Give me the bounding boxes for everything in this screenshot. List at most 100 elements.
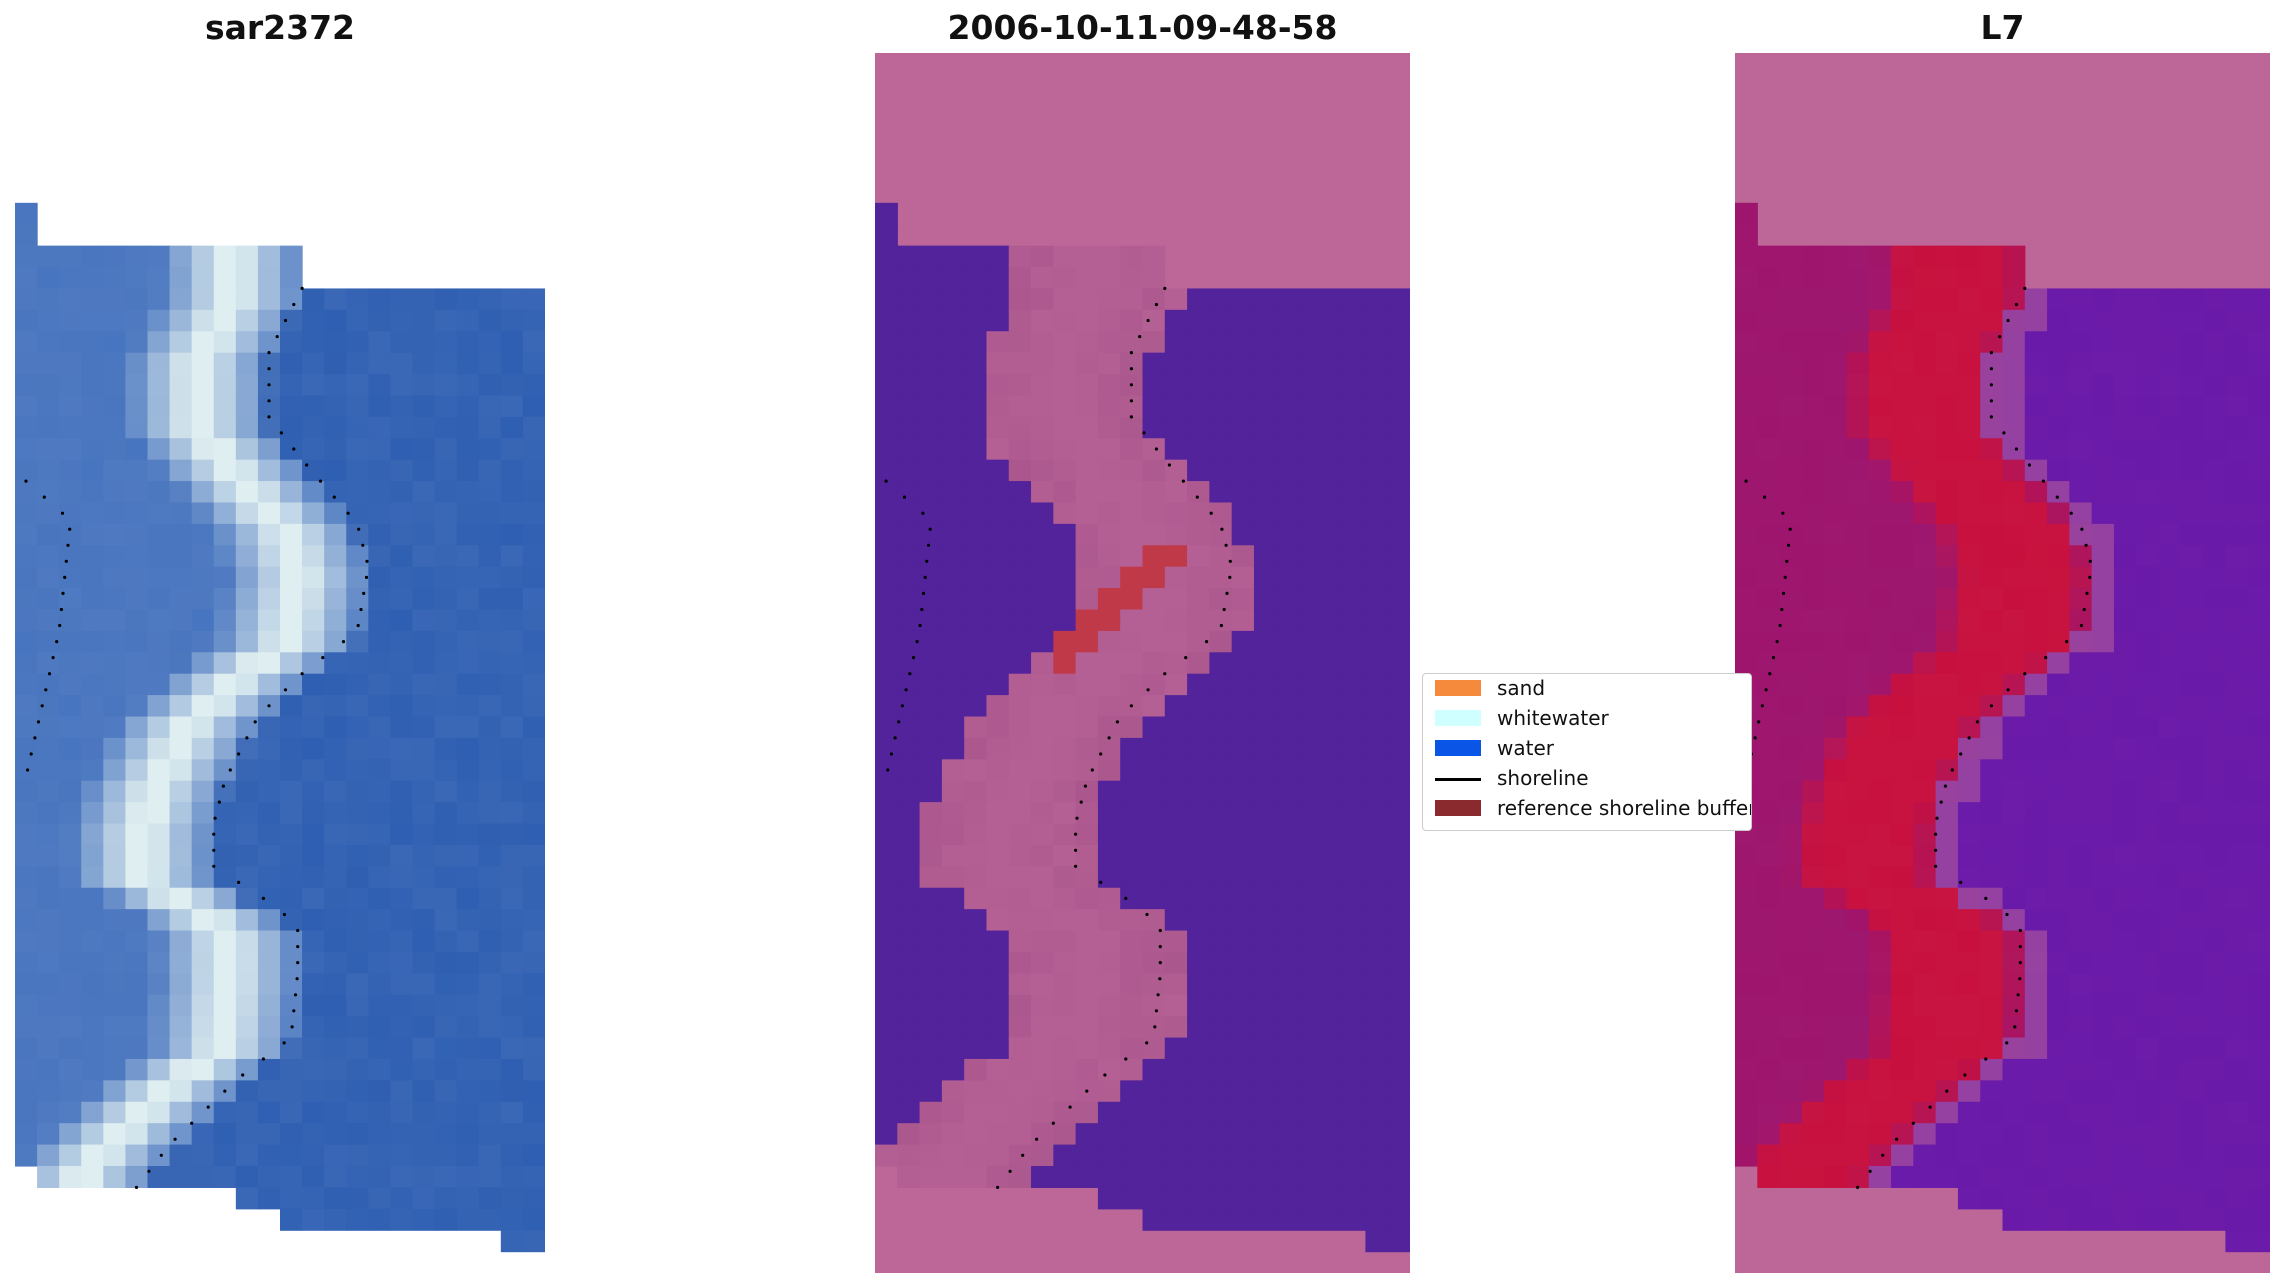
image-pixel [2024, 1101, 2048, 1124]
image-pixel [1935, 609, 1959, 632]
shoreline-point [1083, 784, 1087, 788]
image-pixel [897, 588, 921, 611]
image-pixel [1824, 1165, 1848, 1188]
image-pixel [897, 887, 921, 910]
image-pixel [1008, 887, 1032, 910]
image-pixel [15, 331, 38, 354]
image-pixel [125, 459, 149, 482]
image-pixel [1913, 566, 1937, 589]
image-pixel [191, 1144, 215, 1167]
image-pixel [456, 1016, 480, 1039]
image-pixel [897, 523, 921, 546]
image-pixel [125, 1016, 149, 1039]
image-pixel [1053, 395, 1077, 418]
image-pixel [2069, 1187, 2093, 1210]
image-pixel [235, 802, 259, 825]
image-pixel [919, 1123, 943, 1146]
image-pixel [1231, 866, 1255, 889]
image-pixel [2180, 1208, 2204, 1231]
image-pixel [302, 1080, 325, 1103]
image-pixel [280, 481, 303, 504]
image-pixel [1031, 1016, 1054, 1039]
image-pixel [412, 802, 436, 825]
image-pixel [1891, 1058, 1914, 1081]
image-pixel [875, 1016, 898, 1039]
image-pixel [324, 909, 347, 932]
image-pixel [412, 930, 436, 953]
image-pixel [280, 973, 303, 996]
image-pixel [964, 588, 988, 611]
image-pixel [235, 1123, 259, 1146]
image-pixel [1779, 973, 1803, 996]
image-pixel [1276, 438, 1300, 461]
image-pixel [1008, 459, 1032, 482]
image-pixel [1209, 930, 1233, 953]
image-pixel [2180, 1144, 2204, 1167]
image-pixel [1913, 245, 1937, 268]
image-pixel [37, 909, 60, 932]
image-pixel [1387, 481, 1410, 504]
image-pixel [456, 588, 480, 611]
image-pixel [2158, 609, 2182, 632]
image-pixel [257, 823, 281, 846]
image-pixel [324, 887, 347, 910]
image-pixel [2203, 1058, 2227, 1081]
image-pixel [897, 737, 921, 760]
image-pixel [169, 267, 193, 290]
image-pixel [456, 309, 480, 332]
image-pixel [169, 673, 193, 696]
image-pixel [434, 481, 458, 504]
image-pixel [478, 716, 502, 739]
image-pixel [2069, 352, 2093, 375]
image-pixel [37, 502, 60, 525]
image-pixel [1120, 395, 1144, 418]
image-pixel [1187, 523, 1210, 546]
image-pixel [2203, 1016, 2227, 1039]
image-pixel [213, 245, 237, 268]
image-pixel [500, 1165, 524, 1188]
image-pixel [103, 737, 127, 760]
shoreline-point [2088, 559, 2092, 563]
image-pixel [1779, 416, 1803, 439]
image-pixel [412, 1101, 436, 1124]
image-pixel [1209, 545, 1233, 568]
image-pixel [1913, 716, 1937, 739]
image-pixel [1343, 930, 1367, 953]
image-pixel [897, 673, 921, 696]
image-pixel [1097, 588, 1121, 611]
image-pixel [1757, 823, 1781, 846]
image-pixel [1365, 459, 1389, 482]
image-pixel [456, 737, 480, 760]
image-pixel [1779, 780, 1803, 803]
shoreline-point [55, 640, 59, 644]
shoreline-point [296, 961, 300, 965]
shoreline-point [902, 495, 907, 499]
image-pixel [390, 523, 414, 546]
image-pixel [1365, 866, 1389, 889]
image-pixel [434, 1037, 458, 1060]
image-pixel [897, 566, 921, 589]
image-pixel [1209, 609, 1233, 632]
image-pixel [191, 288, 215, 311]
image-pixel [302, 780, 325, 803]
image-pixel [1343, 502, 1367, 525]
image-pixel [1343, 737, 1367, 760]
image-pixel [1298, 331, 1322, 354]
image-pixel [1031, 352, 1054, 375]
image-pixel [1801, 438, 1825, 461]
image-pixel [986, 609, 1010, 632]
image-pixel [478, 481, 502, 504]
shoreline-point [60, 511, 65, 515]
image-pixel [919, 609, 943, 632]
image-pixel [1276, 309, 1300, 332]
image-pixel [257, 951, 281, 974]
image-pixel [2247, 374, 2270, 397]
image-pixel [1387, 502, 1410, 525]
shoreline-point [1090, 768, 1094, 772]
image-pixel [368, 566, 392, 589]
image-pixel [1231, 352, 1255, 375]
image-pixel [2002, 438, 2026, 461]
image-pixel [324, 1080, 347, 1103]
image-pixel [1735, 352, 1758, 375]
image-pixel [478, 502, 502, 525]
